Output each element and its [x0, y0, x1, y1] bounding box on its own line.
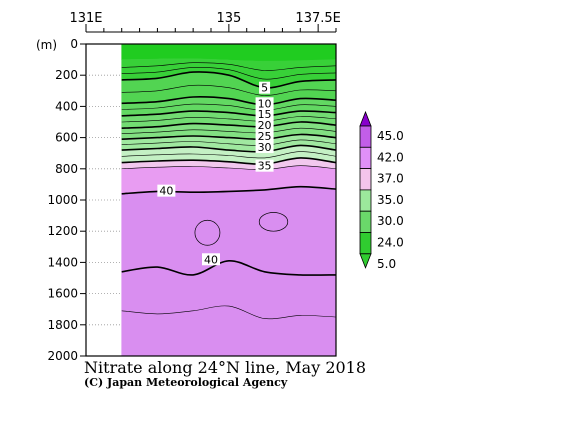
contour-label: 35 [258, 160, 272, 173]
contour-label: 10 [258, 97, 272, 110]
contour-line-4 [121, 84, 336, 96]
colorbar-top-arrow [359, 110, 372, 127]
fill-band-0 [121, 44, 336, 62]
colorbar-label: 42.0 [377, 150, 404, 164]
contour-line-5 [121, 110, 336, 117]
y-tick-label: 1800 [47, 318, 78, 332]
colorbar-label: 5.0 [377, 257, 396, 271]
chart-credit: (C) Japan Meteorological Agency [84, 376, 288, 389]
contour-lines [121, 62, 336, 320]
colorbar-label: 35.0 [377, 193, 404, 207]
y-tick-label: 800 [55, 162, 78, 176]
contour-line-15 [121, 165, 336, 170]
contour-label-bg [259, 81, 271, 94]
contour-line-1 [121, 62, 336, 71]
colorbar-segment [359, 146, 372, 170]
colorbar-segment [359, 232, 372, 255]
contour-label: 40 [204, 253, 218, 266]
contour-line-7 [121, 121, 336, 129]
y-tick-label: 400 [55, 99, 78, 113]
contour-label-bg [255, 140, 274, 153]
contour-label-bg [255, 159, 274, 172]
contour-label: 20 [258, 119, 272, 132]
contour-line-3 [121, 96, 336, 106]
y-tick-label: 1400 [47, 255, 78, 269]
colorbar-segment [359, 210, 372, 233]
contour-label-bg [255, 119, 274, 132]
contour-label-bg [255, 108, 274, 121]
contour-line-12 [121, 139, 336, 146]
contour-label: 5 [261, 82, 268, 95]
contour-line-18 [121, 305, 336, 320]
contour-label-bg [157, 184, 176, 197]
contour-line-10 [121, 127, 336, 134]
colorbar: 45.0 42.0 37.0 35.0 30.0 24.0 5.0 [359, 110, 404, 271]
colorbar-bottom-arrow [359, 253, 372, 269]
chart-title: Nitrate along 24°N line, May 2018 [84, 358, 367, 377]
y-axis-ticks: 0 200 400 600 800 1000 1200 1400 1600 1800 2000 [47, 37, 122, 363]
contour-line-14 [121, 157, 336, 166]
y-tick-label: 0 [70, 37, 78, 51]
colorbar-segment [359, 168, 372, 191]
closed-contour-1 [258, 212, 289, 232]
x-tick-label: 131E [69, 11, 102, 26]
contour-line-2 [121, 67, 336, 80]
no-data-region [86, 44, 122, 356]
y-axis-unit-label: (m) [36, 38, 57, 52]
contour-line-9 [121, 133, 336, 141]
y-tick-label: 1200 [47, 224, 78, 238]
contour-line-17 [121, 259, 336, 276]
contour-line-6 [121, 103, 336, 111]
y-tick-label: 1000 [47, 193, 78, 207]
y-tick-label: 600 [55, 131, 78, 145]
contour-label: 40 [159, 185, 173, 198]
colorbar-segment [359, 125, 372, 148]
contour-label-bg [202, 253, 220, 266]
contour-label: 15 [258, 108, 272, 121]
x-tick-label: 137.5E [295, 11, 340, 26]
contour-line-8 [121, 116, 336, 123]
colorbar-label: 24.0 [377, 236, 404, 250]
colorbar-label: 45.0 [377, 129, 404, 143]
contour-line-11 [121, 144, 336, 153]
plot-fill [86, 44, 336, 356]
colorbar-segment [359, 189, 372, 212]
fill-band-10 [121, 186, 336, 356]
contour-line-0 [121, 71, 336, 89]
contour-line-13 [121, 151, 336, 159]
colorbar-label: 37.0 [377, 172, 404, 186]
x-tick-label: 135 [216, 11, 241, 26]
x-axis-ticks: 131E 135 137.5E [69, 11, 341, 33]
y-tick-label: 200 [55, 68, 78, 82]
contour-label: 25 [258, 130, 272, 143]
y-tick-label: 1600 [47, 287, 78, 301]
closed-contour-0 [194, 219, 221, 246]
y-tick-label: 2000 [47, 349, 78, 363]
colorbar-label: 30.0 [377, 214, 404, 228]
contour-label-bg [255, 130, 274, 143]
contour-label-bg [255, 97, 274, 110]
contour-label: 30 [258, 141, 272, 154]
